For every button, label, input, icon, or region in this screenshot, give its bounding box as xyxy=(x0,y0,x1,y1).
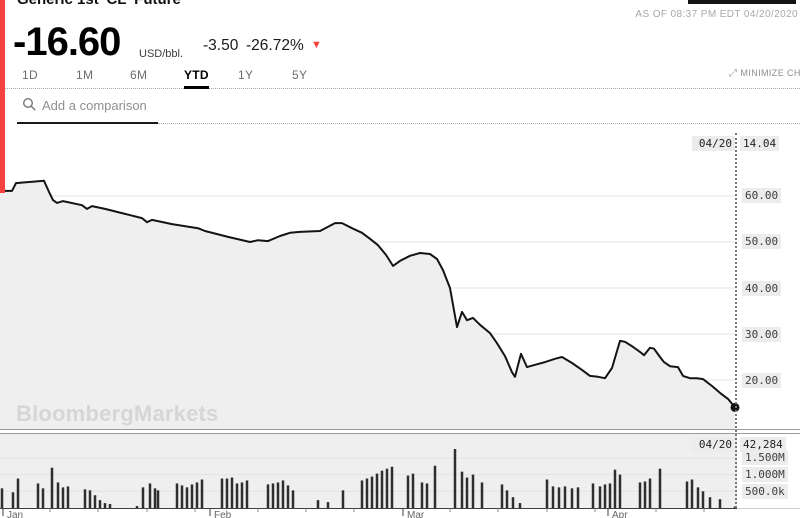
tabs-separator xyxy=(0,88,800,89)
volume-axis-tick: 1.000M xyxy=(742,467,788,482)
watermark: BloombergMarkets xyxy=(16,401,219,426)
tab-1d[interactable]: 1D xyxy=(22,68,38,82)
comparison-separator xyxy=(158,123,800,124)
crosshair-volume-label: 42,284 xyxy=(740,437,786,452)
month-label-feb: Feb xyxy=(214,510,232,518)
top-toolbar-fragment xyxy=(688,0,796,4)
month-label-mar: Mar xyxy=(407,510,425,518)
crosshair-price-label: 14.04 xyxy=(740,136,780,151)
instrument-title: Generic 1st 'CL' Future xyxy=(17,0,181,8)
volume-chart[interactable]: Jan Feb Mar Apr xyxy=(0,434,800,518)
month-label-jan: Jan xyxy=(7,510,23,518)
price-axis-tick: 20.00 xyxy=(742,373,782,388)
tab-1m[interactable]: 1M xyxy=(76,68,94,82)
price-unit: USD/bbl. xyxy=(139,48,184,60)
price-axis-tick: 50.00 xyxy=(742,234,782,249)
comparison-underline xyxy=(17,122,158,124)
accent-bar xyxy=(0,0,5,193)
minimize-chart-button[interactable]: ⤢MINIMIZE CHART xyxy=(729,68,800,79)
last-price: -16.60 xyxy=(13,20,121,64)
search-icon xyxy=(22,97,36,111)
tab-ytd[interactable]: YTD xyxy=(184,68,238,89)
volume-axis-tick: 500.0k xyxy=(742,484,788,499)
price-change-percent: -26.72% xyxy=(246,37,304,54)
price-chart[interactable] xyxy=(0,130,800,432)
crosshair-line xyxy=(735,133,737,508)
price-axis-tick: 60.00 xyxy=(742,188,782,203)
range-tabs: 1D 1M 6M YTD 1Y 5Y xyxy=(22,66,346,89)
panel-divider xyxy=(0,429,800,434)
tab-6m[interactable]: 6M xyxy=(130,68,148,82)
crosshair-date-label: 04/20 xyxy=(692,136,735,151)
price-axis-tick: 30.00 xyxy=(742,327,782,342)
minimize-label: MINIMIZE CHART xyxy=(740,68,800,78)
price-axis-tick: 40.00 xyxy=(742,281,782,296)
add-comparison-input[interactable]: Add a comparison xyxy=(22,97,147,115)
month-label-apr: Apr xyxy=(612,510,628,518)
as-of-timestamp: AS OF 08:37 PM EDT 04/20/2020 xyxy=(635,9,798,20)
comparison-placeholder: Add a comparison xyxy=(42,98,147,113)
minimize-icon: ⤢ xyxy=(729,68,738,79)
down-arrow-icon: ▼ xyxy=(311,39,322,51)
crosshair-date-label-volume: 04/20 xyxy=(692,437,735,452)
price-change: -3.50 xyxy=(203,37,239,54)
volume-axis-tick: 1.500M xyxy=(742,450,788,465)
tab-1y[interactable]: 1Y xyxy=(238,68,254,82)
tab-5y[interactable]: 5Y xyxy=(292,68,308,82)
